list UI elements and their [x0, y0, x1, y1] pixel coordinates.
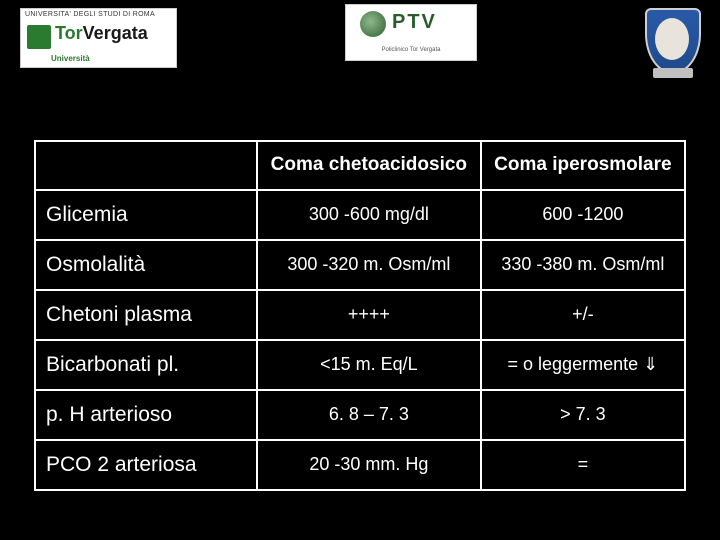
col-header-1-text: Coma chetoacidosico [271, 154, 467, 175]
table-row: Osmolalità 300 -320 m. Osm/ml 330 -380 m… [35, 240, 685, 290]
cell-value: > 7. 3 [481, 390, 685, 440]
row-label: Glicemia [35, 190, 257, 240]
row-label: Chetoni plasma [35, 290, 257, 340]
shield-band-icon [653, 68, 693, 78]
logo-main-text: TorVergata [55, 23, 148, 44]
col-header-chetoacidosico: Coma chetoacidosico [257, 141, 481, 190]
table-corner-cell [35, 141, 257, 190]
row-label: PCO 2 arteriosa [35, 440, 257, 490]
header-logos: UNIVERSITA' DEGLI STUDI DI ROMA TorVerga… [0, 8, 720, 88]
shield-icon [645, 8, 701, 74]
ptv-abbrev: PTV [392, 11, 437, 34]
shield-oval-icon [655, 18, 689, 60]
logo-shield [645, 8, 700, 78]
row-label: Bicarbonati pl. [35, 340, 257, 390]
cell-value: 600 -1200 [481, 190, 685, 240]
col-header-iperosmolare: Coma iperosmolare [481, 141, 685, 190]
comparison-table: Coma chetoacidosico Coma iperosmolare Gl… [34, 140, 686, 491]
cell-value: +/- [481, 290, 685, 340]
cell-value: ++++ [257, 290, 481, 340]
table-row: Glicemia 300 -600 mg/dl 600 -1200 [35, 190, 685, 240]
slide: UNIVERSITA' DEGLI STUDI DI ROMA TorVerga… [0, 0, 720, 540]
logo-univ-line: UNIVERSITA' DEGLI STUDI DI ROMA [25, 11, 172, 18]
cell-value: <15 m. Eq/L [257, 340, 481, 390]
logo-ptv: PTV Policlinico Tor Vergata [345, 4, 477, 61]
table-header-row: Coma chetoacidosico Coma iperosmolare [35, 141, 685, 190]
logo-square-icon [27, 25, 51, 49]
cell-value: 300 -600 mg/dl [257, 190, 481, 240]
cell-value: = [481, 440, 685, 490]
ptv-globe-icon [360, 11, 386, 37]
col-header-2-text: Coma iperosmolare [494, 154, 671, 175]
cell-value: 330 -380 m. Osm/ml [481, 240, 685, 290]
table-row: Chetoni plasma ++++ +/- [35, 290, 685, 340]
table-row: PCO 2 arteriosa 20 -30 mm. Hg = [35, 440, 685, 490]
cell-value: 20 -30 mm. Hg [257, 440, 481, 490]
cell-value: = o leggermente ⇓ [481, 340, 685, 390]
ptv-sub: Policlinico Tor Vergata [354, 47, 468, 54]
table-row: Bicarbonati pl. <15 m. Eq/L = o leggerme… [35, 340, 685, 390]
table-row: p. H arterioso 6. 8 – 7. 3 > 7. 3 [35, 390, 685, 440]
table-body: Glicemia 300 -600 mg/dl 600 -1200 Osmola… [35, 190, 685, 490]
row-label: p. H arterioso [35, 390, 257, 440]
row-label: Osmolalità [35, 240, 257, 290]
cell-value: 300 -320 m. Osm/ml [257, 240, 481, 290]
logo-tor-vergata: UNIVERSITA' DEGLI STUDI DI ROMA TorVerga… [20, 8, 177, 68]
logo-sub-text: Università [51, 54, 90, 63]
cell-value: 6. 8 – 7. 3 [257, 390, 481, 440]
